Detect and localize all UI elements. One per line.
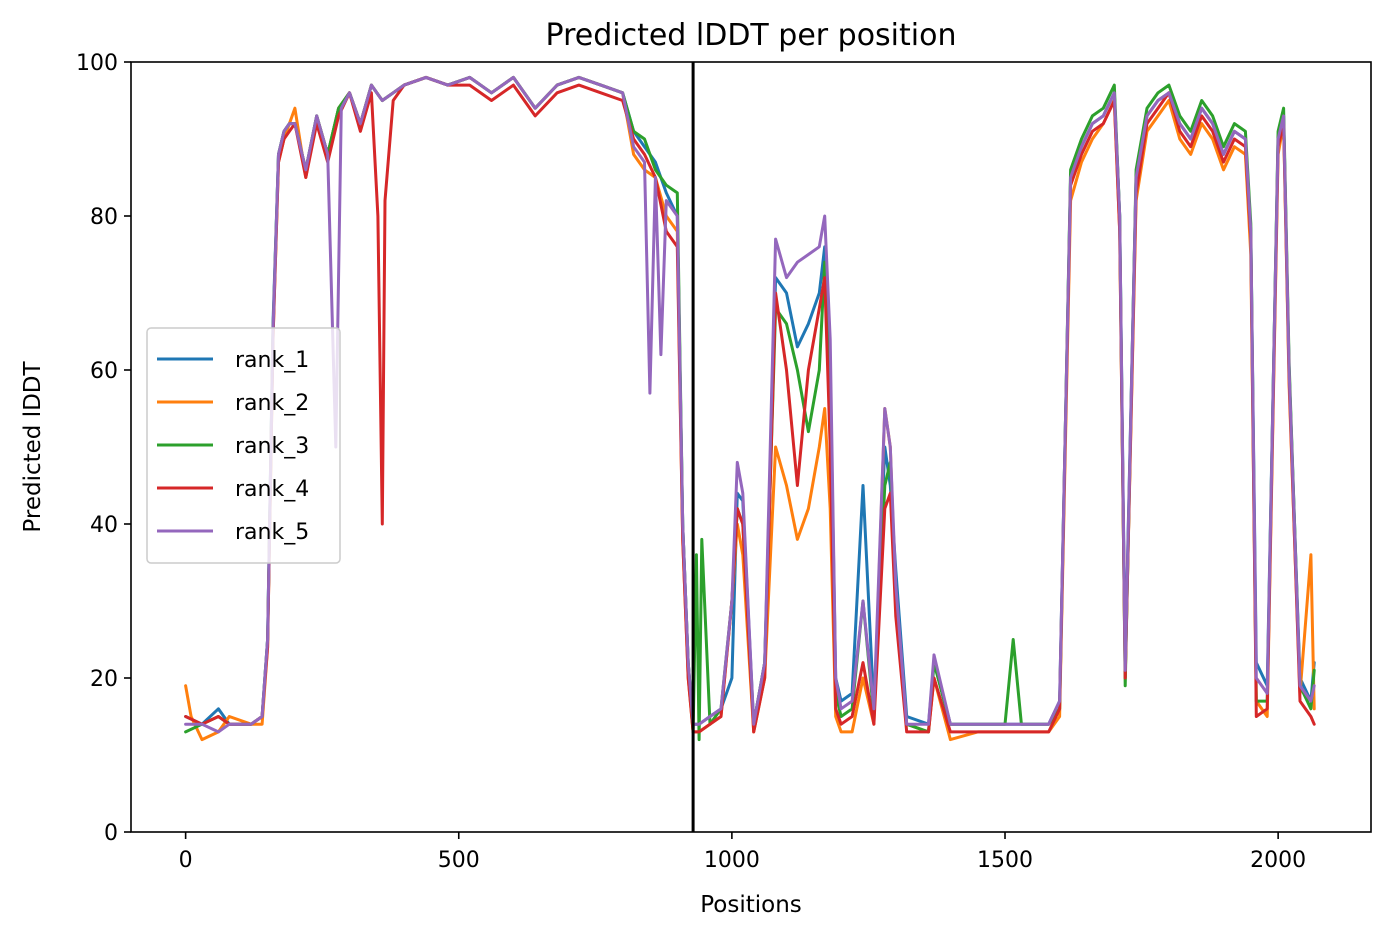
x-tick-label: 500	[438, 848, 480, 873]
legend-label: rank_2	[235, 391, 309, 416]
legend-label: rank_5	[235, 520, 309, 545]
series-layer	[184, 75, 1316, 742]
y-tick-label: 80	[90, 205, 118, 230]
x-tick-label: 1500	[977, 848, 1033, 873]
legend: rank_1 rank_2 rank_3 rank_4 rank_5	[146, 327, 341, 564]
y-tick-label: 100	[76, 51, 118, 76]
x-tick-label: 0	[179, 848, 193, 873]
legend-label: rank_4	[235, 477, 309, 502]
y-axis-label: Predicted lDDT	[20, 360, 46, 532]
x-tick-label: 1000	[704, 848, 760, 873]
ticks-layer: 0 500 1000 1500 2000 0 20 40 60 80 100	[76, 51, 1306, 873]
y-tick-label: 40	[90, 513, 118, 538]
legend-box	[146, 327, 341, 564]
y-tick-label: 20	[90, 667, 118, 692]
y-tick-label: 0	[104, 821, 118, 846]
plot-frame	[130, 61, 1372, 833]
chart-title: Predicted lDDT per position	[546, 18, 957, 53]
series-line-rank-5	[184, 75, 1316, 734]
x-tick-label: 2000	[1250, 848, 1306, 873]
legend-label: rank_3	[235, 434, 309, 459]
legend-label: rank_1	[235, 348, 309, 373]
y-tick-label: 60	[90, 359, 118, 384]
x-axis-label: Positions	[700, 892, 802, 918]
